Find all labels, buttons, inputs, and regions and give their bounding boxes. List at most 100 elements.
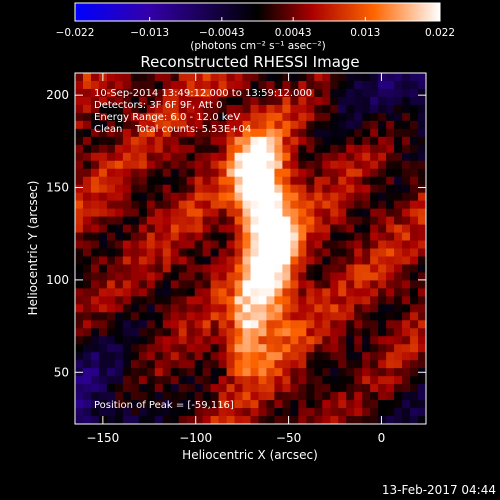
heatmap-cell	[98, 296, 108, 305]
heatmap-cell	[394, 336, 403, 345]
heatmap-cell	[234, 360, 244, 369]
heatmap-cell	[354, 168, 363, 178]
heatmap-cell	[162, 248, 172, 258]
heatmap-cell	[402, 152, 411, 162]
heatmap-cell	[314, 368, 323, 377]
heatmap-cell	[170, 168, 180, 178]
heatmap-cell	[386, 152, 395, 162]
heatmap-cell	[82, 360, 92, 369]
heatmap-cell	[154, 304, 164, 313]
heatmap-cell	[130, 96, 140, 106]
heatmap-cell	[386, 312, 395, 321]
heatmap-cell	[274, 416, 284, 424]
heatmap-cell	[226, 192, 236, 202]
heatmap-cell	[306, 128, 315, 138]
heatmap-cell	[410, 216, 419, 226]
heatmap-cell	[402, 280, 411, 289]
heatmap-cell	[290, 160, 299, 170]
heatmap-cell	[274, 80, 284, 90]
heatmap-cell	[130, 280, 140, 289]
heatmap-cell	[290, 208, 299, 218]
heatmap-cell	[234, 112, 244, 122]
heatmap-cell	[378, 400, 387, 409]
heatmap-cell	[290, 88, 299, 98]
heatmap-cell	[82, 128, 92, 138]
heatmap-cell	[418, 224, 426, 234]
heatmap-cell	[386, 288, 395, 297]
heatmap-cell	[322, 104, 331, 114]
heatmap-cell	[402, 200, 411, 210]
heatmap-cell	[218, 136, 228, 146]
heatmap-cell	[338, 96, 347, 106]
heatmap-cell	[258, 88, 268, 98]
heatmap-cell	[378, 160, 387, 170]
heatmap-cell	[106, 296, 116, 305]
heatmap-cell	[282, 272, 291, 282]
heatmap-cell	[226, 176, 236, 186]
heatmap-cell	[218, 320, 228, 329]
heatmap-cell	[282, 304, 291, 313]
heatmap-cell	[170, 264, 180, 274]
heatmap-cell	[146, 352, 156, 361]
heatmap-cell	[210, 192, 220, 202]
heatmap-cell	[346, 312, 355, 321]
heatmap-cell	[234, 224, 244, 234]
heatmap-cell	[338, 152, 347, 162]
heatmap-cell	[98, 384, 108, 393]
heatmap-cell	[346, 80, 355, 90]
heatmap-cell	[338, 216, 347, 226]
heatmap-cell	[378, 192, 387, 202]
heatmap-cell	[90, 248, 100, 258]
heatmap-cell	[242, 120, 252, 130]
heatmap-cell	[418, 392, 426, 401]
heatmap-cell	[346, 376, 355, 385]
heatmap-cell	[234, 408, 244, 417]
heatmap-cell	[98, 368, 108, 377]
heatmap-cell	[370, 328, 379, 337]
heatmap-cell	[306, 296, 315, 305]
heatmap-cell	[82, 296, 92, 305]
heatmap-cell	[370, 360, 379, 369]
heatmap-cell	[114, 73, 124, 82]
heatmap-cell	[90, 288, 100, 297]
heatmap-cell	[90, 272, 100, 282]
heatmap-cell	[282, 280, 291, 289]
heatmap-cell	[170, 360, 180, 369]
heatmap-cell	[90, 120, 100, 130]
heatmap-cell	[266, 288, 276, 297]
heatmap-cell	[194, 320, 204, 329]
heatmap-cell	[306, 344, 315, 353]
heatmap-cell	[154, 240, 164, 250]
heatmap-cell	[218, 96, 228, 106]
heatmap-cell	[330, 376, 339, 385]
heatmap-cell	[394, 152, 403, 162]
heatmap-cell	[362, 344, 371, 353]
heatmap-cell	[386, 328, 395, 337]
heatmap-cell	[362, 352, 371, 361]
heatmap-cell	[410, 344, 419, 353]
heatmap-cell	[298, 128, 307, 138]
heatmap-cell	[330, 216, 339, 226]
heatmap-cell	[250, 416, 260, 424]
heatmap-cell	[354, 344, 363, 353]
heatmap-cell	[378, 120, 387, 130]
heatmap-cell	[410, 272, 419, 282]
heatmap-cell	[330, 256, 339, 266]
heatmap-cell	[162, 352, 172, 361]
heatmap-cell	[338, 160, 347, 170]
heatmap-cell	[162, 240, 172, 250]
heatmap-cell	[106, 256, 116, 266]
heatmap-cell	[370, 184, 379, 194]
heatmap-cell	[418, 336, 426, 345]
heatmap-cell	[122, 224, 132, 234]
heatmap-cell	[98, 304, 108, 313]
heatmap-cell	[194, 416, 204, 424]
heatmap-cell	[354, 336, 363, 345]
heatmap-cell	[322, 304, 331, 313]
heatmap-cell	[218, 168, 228, 178]
heatmap-cell	[186, 160, 196, 170]
heatmap-cell	[82, 208, 92, 218]
heatmap-cell	[266, 160, 276, 170]
heatmap-cell	[194, 192, 204, 202]
heatmap-cell	[418, 304, 426, 313]
